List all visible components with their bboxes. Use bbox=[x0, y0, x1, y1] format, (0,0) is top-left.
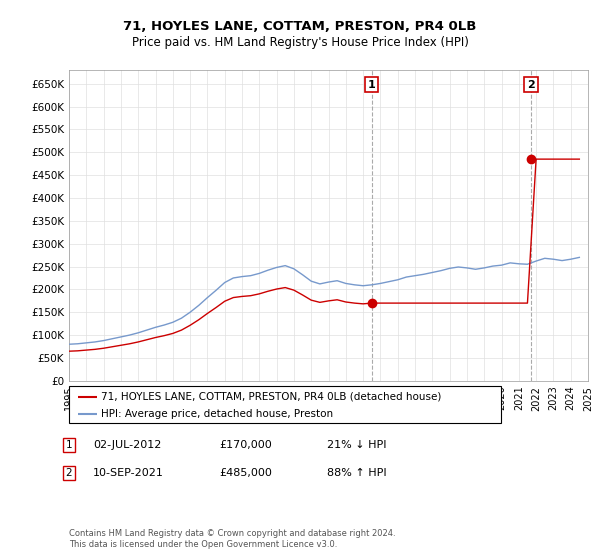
Text: 2: 2 bbox=[527, 80, 535, 90]
Text: 71, HOYLES LANE, COTTAM, PRESTON, PR4 0LB: 71, HOYLES LANE, COTTAM, PRESTON, PR4 0L… bbox=[124, 20, 476, 32]
Text: 02-JUL-2012: 02-JUL-2012 bbox=[93, 440, 161, 450]
Text: Contains HM Land Registry data © Crown copyright and database right 2024.
This d: Contains HM Land Registry data © Crown c… bbox=[69, 529, 395, 549]
Text: 1: 1 bbox=[65, 440, 73, 450]
Text: 21% ↓ HPI: 21% ↓ HPI bbox=[327, 440, 386, 450]
Text: 1: 1 bbox=[368, 80, 376, 90]
Text: 88% ↑ HPI: 88% ↑ HPI bbox=[327, 468, 386, 478]
Text: 71, HOYLES LANE, COTTAM, PRESTON, PR4 0LB (detached house): 71, HOYLES LANE, COTTAM, PRESTON, PR4 0L… bbox=[101, 391, 442, 402]
Text: 2: 2 bbox=[65, 468, 73, 478]
Text: Price paid vs. HM Land Registry's House Price Index (HPI): Price paid vs. HM Land Registry's House … bbox=[131, 36, 469, 49]
Text: £170,000: £170,000 bbox=[219, 440, 272, 450]
Text: 10-SEP-2021: 10-SEP-2021 bbox=[93, 468, 164, 478]
Text: HPI: Average price, detached house, Preston: HPI: Average price, detached house, Pres… bbox=[101, 409, 334, 419]
Text: £485,000: £485,000 bbox=[219, 468, 272, 478]
